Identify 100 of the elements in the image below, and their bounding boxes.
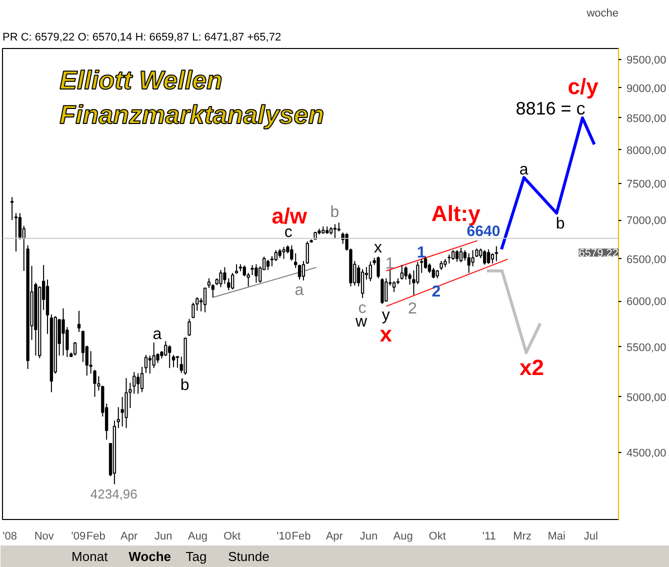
candlestick: [172, 354, 176, 368]
candlestick: [219, 270, 222, 288]
candlestick: [490, 252, 494, 264]
x-tick-label: Feb: [292, 530, 311, 542]
candlestick: [298, 264, 302, 280]
x-tick-label: '10: [276, 530, 291, 542]
candlestick: [77, 310, 81, 332]
x-tick-label: Nov: [34, 530, 54, 542]
x-tick-label: '08: [2, 530, 17, 542]
x-tick-label: Jun: [154, 530, 172, 542]
annotation: b: [556, 216, 565, 233]
candlestick: [18, 212, 22, 240]
text: Monat: [72, 549, 108, 564]
annotation: y: [382, 307, 390, 324]
candlestick: [274, 250, 278, 262]
candlestick: [282, 246, 286, 260]
candlestick: [416, 261, 420, 285]
x-tick-label: Apr: [120, 530, 138, 542]
candlestick: [455, 250, 459, 262]
annotation: a: [519, 161, 528, 178]
x-tick-label: '09: [71, 530, 86, 542]
text: Elliott Wellen Finanzmarktanalysen: [60, 64, 324, 130]
y-tick-label: 9500,00: [626, 54, 666, 66]
candlestick: [168, 344, 172, 369]
annotation: 1: [416, 244, 426, 262]
candlestick: [294, 252, 298, 268]
annotation: a: [152, 326, 162, 344]
candlestick: [140, 366, 144, 393]
annotation: a: [294, 282, 304, 299]
candlestick: [164, 340, 168, 356]
annotation: Alt:y: [431, 200, 482, 226]
x-tick-label: Okt: [428, 530, 446, 542]
candlestick: [73, 342, 77, 356]
candlestick: [176, 356, 180, 368]
y-tick-label: 5000,00: [626, 392, 666, 404]
x-tick-label: Apr: [326, 530, 344, 542]
candlestick: [400, 264, 404, 280]
y-tick-label: 4500,00: [626, 447, 666, 460]
y-tick-label: 7000,00: [626, 215, 666, 228]
y-tick-label: 9000,00: [626, 82, 666, 95]
candlestick: [467, 252, 470, 274]
x-tick-label: Jul: [584, 530, 598, 542]
chart-subtitle: PR C: 6579,22 O: 6570,14 H: 6659,87 L: 6471,87 +65,72: [2, 32, 282, 44]
candlestick: [483, 250, 486, 266]
candlestick: [290, 244, 294, 262]
candlestick: [14, 212, 18, 252]
candlestick: [144, 354, 148, 374]
candlestick: [136, 372, 140, 394]
candlestick: [463, 250, 467, 262]
candlestick: [404, 266, 408, 280]
candlestick: [486, 248, 490, 264]
text: woche: [586, 8, 618, 20]
annotation: 2: [432, 283, 441, 300]
text: Tag: [186, 549, 207, 564]
x-tick-label: Okt: [223, 530, 241, 542]
candlestick: [302, 260, 306, 281]
candlestick: [266, 259, 270, 270]
x-tick-label: Feb: [86, 530, 106, 542]
candlestick: [368, 260, 372, 282]
candlestick: [116, 406, 120, 429]
annotation: c/y: [568, 74, 600, 100]
candlestick: [440, 260, 443, 270]
y-tick-label: 8000,00: [626, 144, 666, 157]
candlestick: [452, 250, 455, 260]
candlestick: [432, 267, 435, 279]
annotation: x: [374, 239, 382, 256]
candlestick: [459, 247, 463, 263]
candlestick: [380, 278, 384, 304]
candlestick: [306, 240, 309, 264]
annotation: 1: [385, 255, 394, 272]
annotation: b: [330, 204, 340, 221]
candlestick: [494, 246, 498, 262]
candlestick: [203, 288, 207, 313]
candlestick: [120, 396, 124, 427]
candlestick: [62, 308, 65, 356]
candlestick: [132, 372, 136, 394]
candlestick: [207, 278, 211, 289]
candlestick: [471, 250, 474, 267]
candlestick: [188, 318, 191, 336]
x-tick-label: Aug: [393, 530, 413, 542]
text: Stunde: [228, 549, 270, 564]
x-tick-label: Jun: [360, 530, 378, 542]
y-tick-label: 5500,00: [626, 342, 666, 354]
candlestick: [392, 280, 396, 292]
candlestick: [424, 256, 428, 270]
candlestick: [242, 264, 246, 277]
candlestick: [148, 355, 152, 374]
candlestick: [81, 330, 85, 363]
annotation: 2: [408, 300, 418, 318]
candlestick: [428, 262, 432, 274]
candlestick: [333, 224, 337, 240]
y-tick-label: 7500,00: [626, 178, 666, 191]
candlestick: [384, 278, 388, 302]
annotation: 4234,96: [90, 486, 138, 502]
y-tick-label: 6500,00: [626, 254, 666, 266]
annotation: x2: [520, 354, 544, 380]
candlestick: [376, 256, 380, 279]
annotation: 8816 = c: [516, 98, 586, 118]
x-tick-label: Aug: [188, 530, 208, 542]
y-tick-label: 6000,00: [626, 296, 666, 308]
